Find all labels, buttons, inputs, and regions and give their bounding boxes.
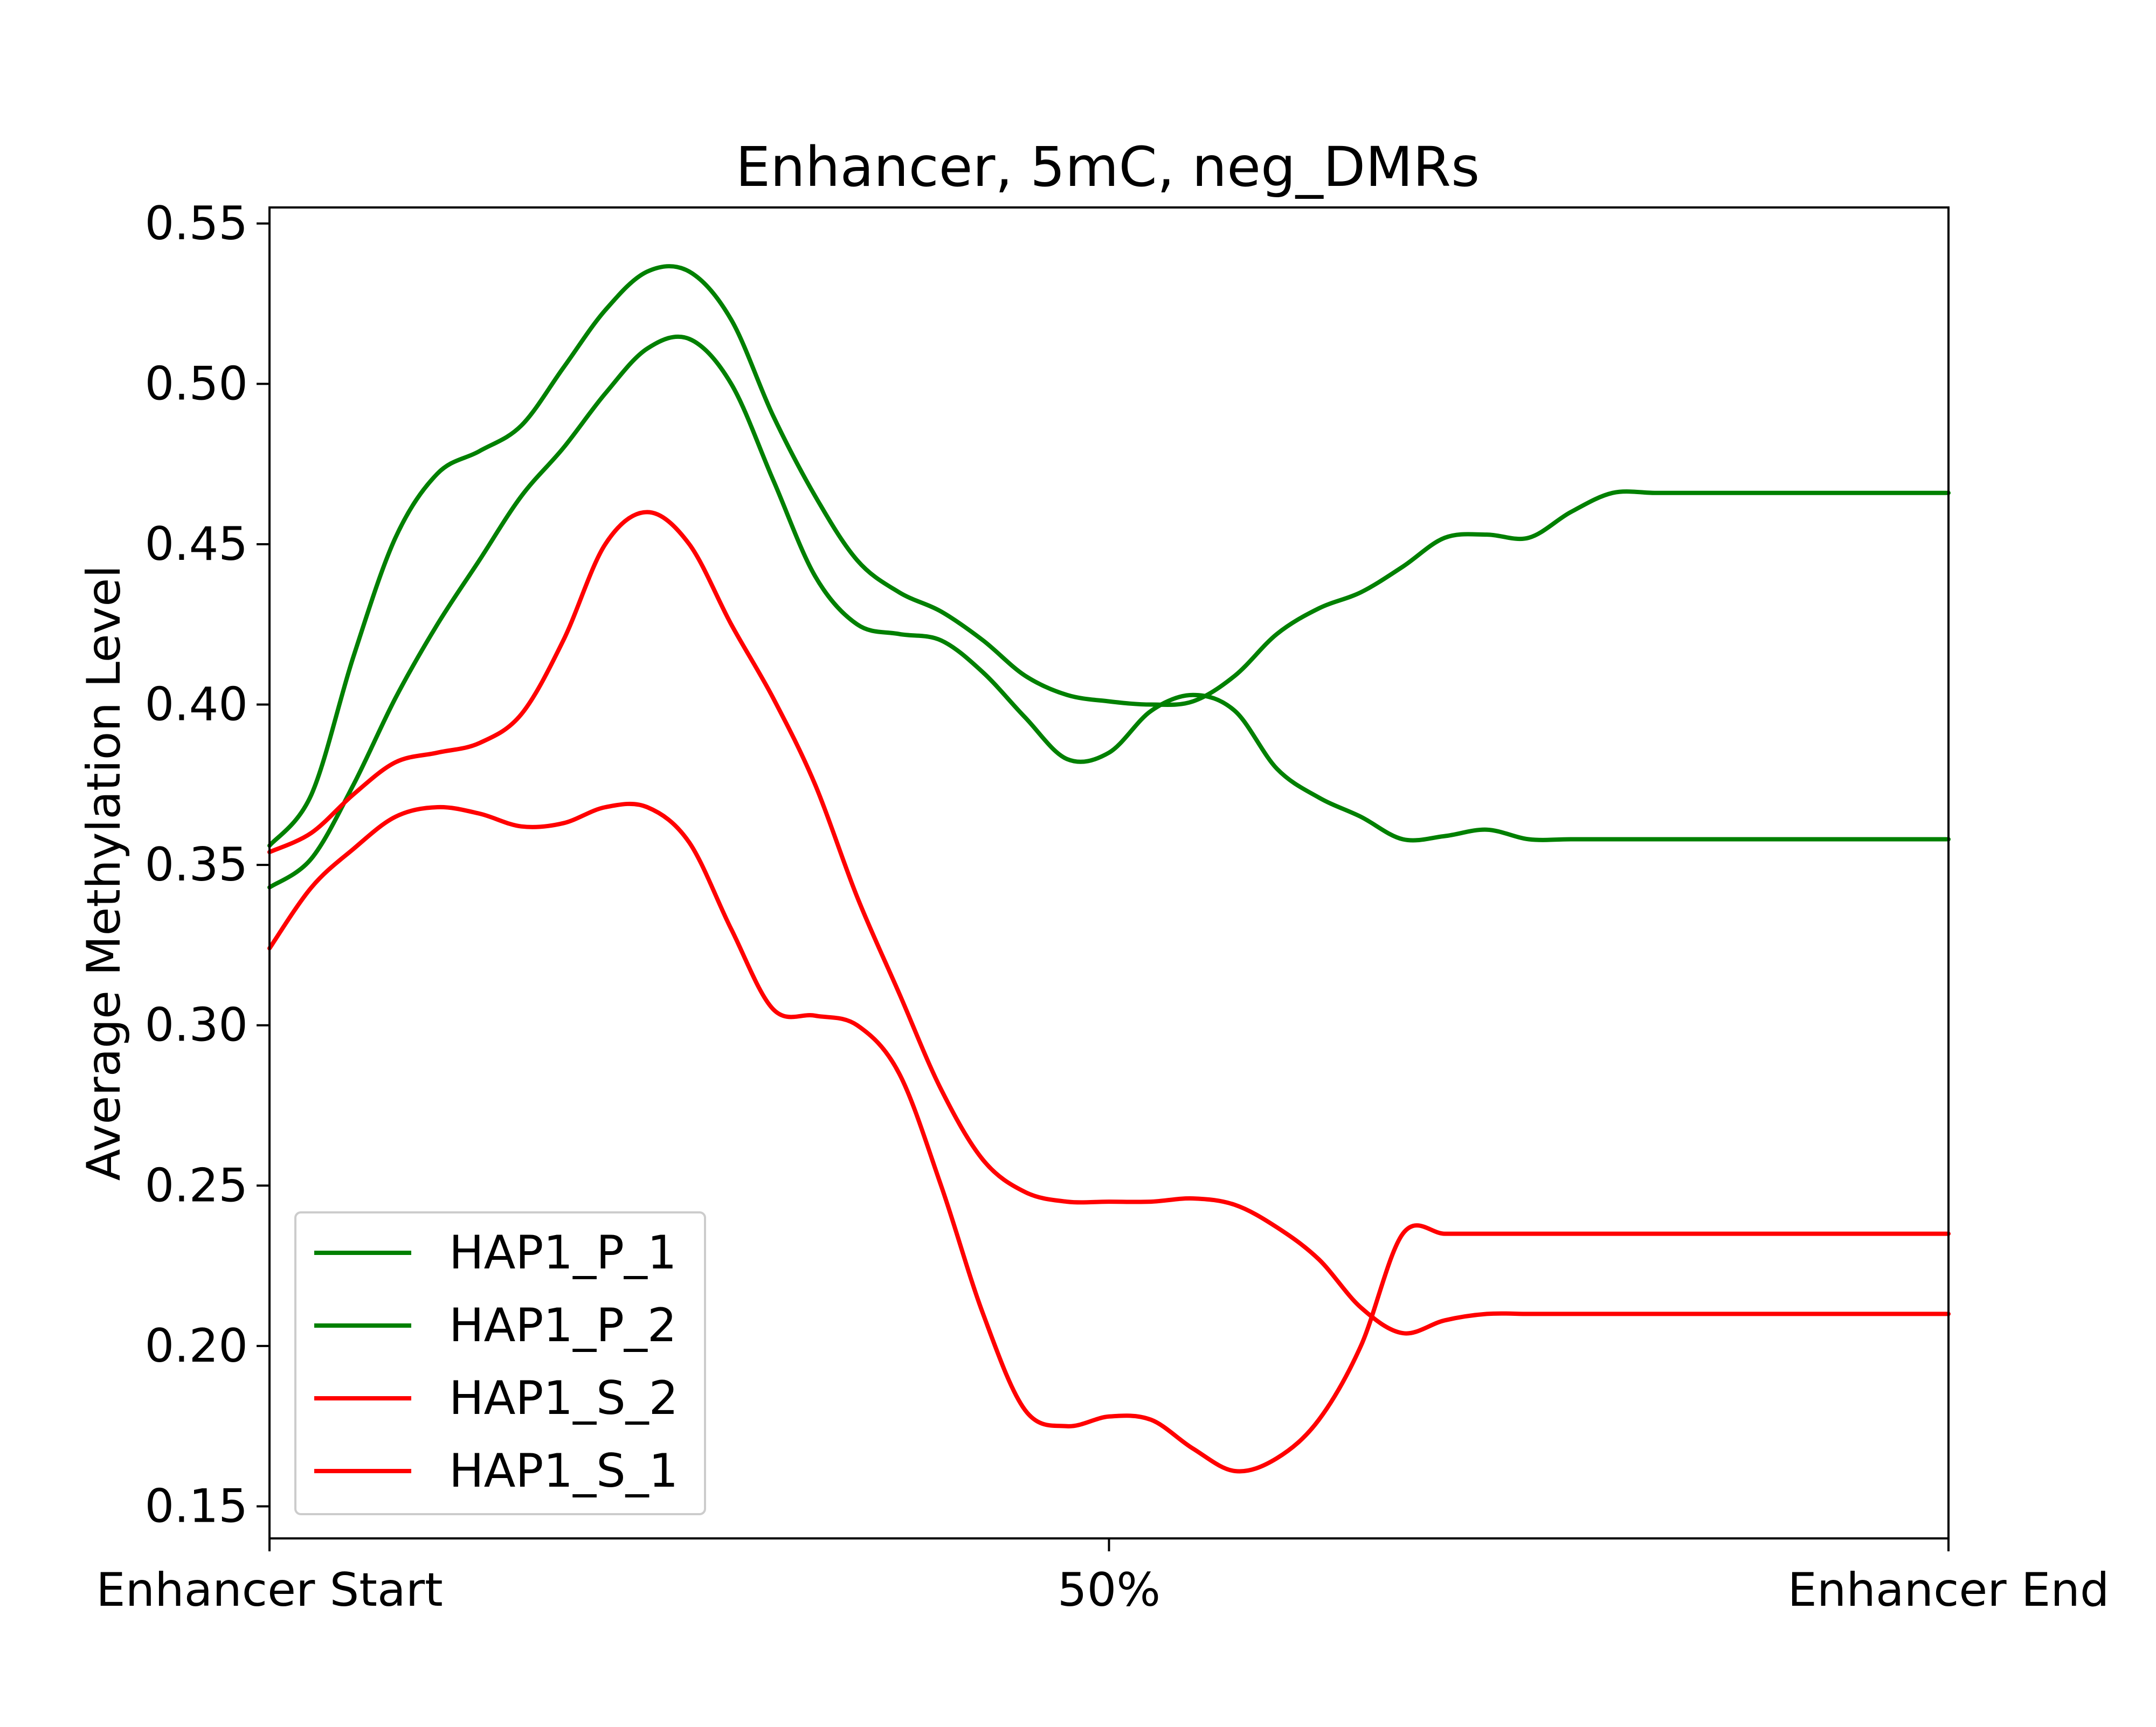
chart-title: Enhancer, 5mC, neg_DMRs <box>736 135 1480 199</box>
series-line-hap1-p-2 <box>267 334 1951 890</box>
y-tick-label: 0.50 <box>145 357 248 411</box>
legend-label: HAP1_S_1 <box>449 1444 678 1498</box>
y-tick-label: 0.15 <box>145 1479 248 1533</box>
x-tick-label: Enhancer End <box>1788 1563 2110 1617</box>
series-layer <box>267 263 1951 1474</box>
y-tick-label: 0.35 <box>145 838 248 892</box>
y-tick-label: 0.45 <box>145 517 248 571</box>
y-tick-label: 0.30 <box>145 998 248 1052</box>
y-tick-label: 0.40 <box>145 678 248 732</box>
legend-label: HAP1_P_2 <box>449 1299 677 1353</box>
y-axis: 0.15 0.20 0.25 0.30 0.35 0.40 0.45 0.50 0.55 <box>145 197 270 1533</box>
legend-box <box>294 1211 706 1515</box>
x-tick-label: Enhancer Start <box>96 1563 443 1617</box>
y-axis-label: Average Methylation Level <box>77 565 131 1181</box>
series-line-hap1-s-2 <box>267 510 1951 1336</box>
x-tick-label: 50% <box>1058 1563 1160 1617</box>
y-tick-label: 0.25 <box>145 1159 248 1212</box>
y-tick-label: 0.20 <box>145 1319 248 1373</box>
y-tick-label: 0.55 <box>145 197 248 251</box>
legend: HAP1_P_1 HAP1_P_2 HAP1_S_2 HAP1_S_1 <box>294 1211 706 1515</box>
series-line-hap1-s-1 <box>267 801 1951 1474</box>
legend-label: HAP1_S_2 <box>449 1371 678 1425</box>
legend-label: HAP1_P_1 <box>449 1226 677 1280</box>
x-axis: Enhancer Start 50% Enhancer End <box>96 1538 2109 1617</box>
series-line-hap1-p-1 <box>267 263 1951 848</box>
